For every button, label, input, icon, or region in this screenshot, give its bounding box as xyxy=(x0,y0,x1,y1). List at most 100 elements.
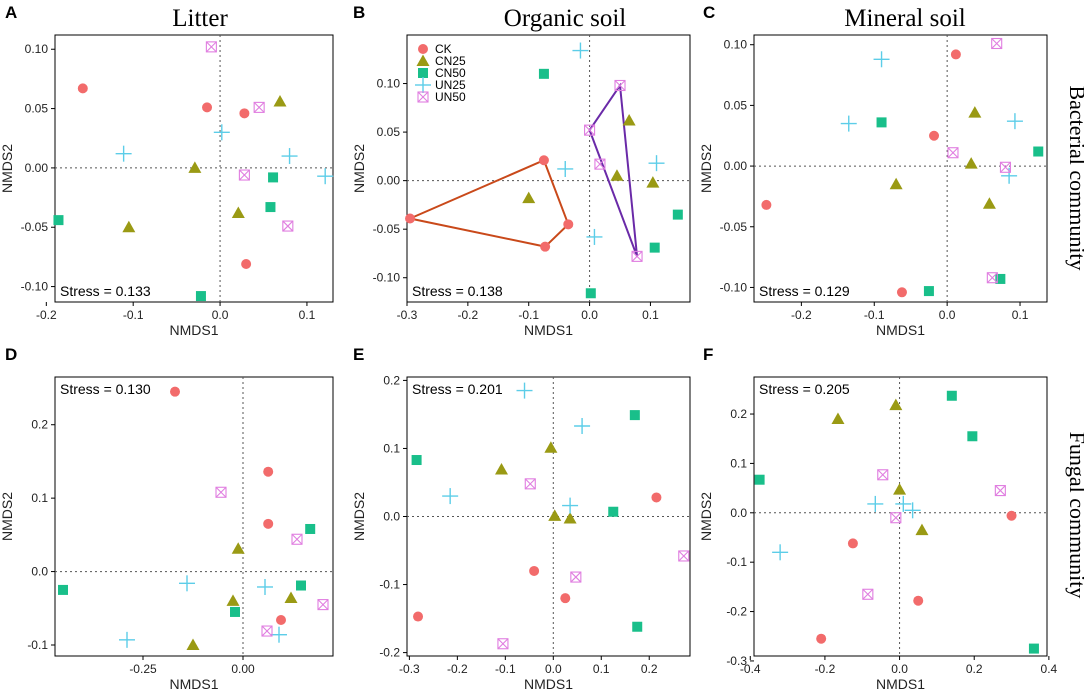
y-axis-label: NMDS2 xyxy=(351,144,367,193)
panel-d: D -0.25 0.00 -0.1 0.0 0.1 0.2 NMDS1 NMDS2 Stress … xyxy=(0,345,334,692)
point-cn25-shape xyxy=(494,463,508,475)
point-ck-shape xyxy=(413,611,424,622)
plot-frame xyxy=(54,376,334,657)
x-tick-label: 0.1 xyxy=(593,662,610,676)
point-ck xyxy=(540,241,551,252)
x-tick-label: -0.1 xyxy=(864,308,885,322)
point-un50 xyxy=(570,571,582,583)
point-ck-shape xyxy=(563,219,574,230)
y-tick-label: -0.1 xyxy=(379,578,400,592)
point-un25 xyxy=(867,495,884,512)
point-un25 xyxy=(119,631,135,648)
point-un50-box xyxy=(594,158,606,170)
point-un50-d2 xyxy=(594,158,606,170)
point-un50-d2 xyxy=(890,512,902,524)
hull-ck xyxy=(406,158,570,248)
point-cn25-shape xyxy=(915,523,929,536)
x-tick-label: -0.1 xyxy=(495,662,516,676)
point-cn25 xyxy=(982,197,996,209)
point-ck-shape xyxy=(1006,510,1017,521)
point-un50-d2 xyxy=(570,571,582,583)
stress-label: Stress = 0.138 xyxy=(412,283,503,299)
point-cn50-shape xyxy=(995,273,1006,284)
point-ck-shape xyxy=(913,595,924,606)
point-cn50-shape xyxy=(967,431,978,442)
point-ck-shape xyxy=(950,49,961,60)
point-ck-shape xyxy=(170,386,180,397)
y-axis-label: NMDS2 xyxy=(351,492,367,541)
y-tick-label: 0.2 xyxy=(31,418,48,432)
point-ck xyxy=(651,492,662,503)
point-un50 xyxy=(594,158,606,170)
point-un50 xyxy=(205,41,217,53)
point-cn25-shape xyxy=(226,594,240,606)
x-axis-label: NMDS1 xyxy=(524,676,573,692)
point-un50-d2 xyxy=(877,469,889,481)
point-un25 xyxy=(873,51,890,68)
point-un50-d2 xyxy=(1000,161,1011,173)
point-cn25-shape xyxy=(610,169,624,181)
point-cn50 xyxy=(1033,146,1044,157)
point-ck-shape xyxy=(560,593,571,604)
point-cn25 xyxy=(646,176,660,188)
x-tick-label: 0.00 xyxy=(231,662,255,676)
legend-marker-un50-box xyxy=(417,91,429,103)
point-un50-box xyxy=(614,79,626,92)
stress-label: Stress = 0.205 xyxy=(759,381,850,397)
plot-frame xyxy=(406,34,691,303)
point-ck-shape xyxy=(540,241,551,252)
point-un50-d2 xyxy=(253,101,265,113)
point-cn50 xyxy=(754,474,765,485)
y-tick-label: 0.05 xyxy=(25,102,49,116)
point-ck-shape xyxy=(77,83,88,94)
point-un50-box xyxy=(986,272,998,284)
point-un25 xyxy=(904,502,921,519)
y-tick-label: 0.00 xyxy=(377,174,401,188)
x-tick-label: 0.4 xyxy=(1041,662,1058,676)
y-tick-label: 0.1 xyxy=(730,456,747,470)
x-tick-label: 0.2 xyxy=(966,662,983,676)
point-cn25 xyxy=(968,106,982,118)
y-axis-label: NMDS2 xyxy=(0,144,15,193)
point-cn25-shape xyxy=(563,512,577,524)
point-un25 xyxy=(281,148,298,165)
point-ck xyxy=(529,565,540,576)
x-tick-label: 0.1 xyxy=(642,308,659,322)
point-cn25 xyxy=(273,94,287,107)
point-un50-box xyxy=(570,571,582,583)
point-cn25 xyxy=(226,594,240,606)
point-un50-box xyxy=(524,478,536,490)
point-cn50-shape xyxy=(672,209,683,220)
plot-frame xyxy=(54,34,334,303)
point-un50-box xyxy=(631,250,643,262)
x-tick-label: -0.3 xyxy=(399,662,420,676)
y-tick-label: 0.0 xyxy=(730,506,747,520)
point-un25 xyxy=(442,488,459,505)
y-tick-label: 0.1 xyxy=(31,491,48,505)
point-ck xyxy=(761,199,772,210)
y-tick-label: -0.05 xyxy=(720,220,748,234)
point-cn25-shape xyxy=(982,197,996,209)
point-un50-d2 xyxy=(282,220,294,232)
point-un50-d2 xyxy=(584,124,595,136)
y-tick-label: -0.10 xyxy=(720,280,748,294)
point-cn25 xyxy=(889,398,903,411)
point-cn50-shape xyxy=(632,621,643,632)
point-un50-d2 xyxy=(261,625,273,637)
point-cn25 xyxy=(548,509,562,521)
panel-letter-a: A xyxy=(5,3,17,22)
point-ck xyxy=(241,259,252,270)
legend-marker-ck xyxy=(418,44,428,54)
point-un50 xyxy=(524,478,536,490)
point-cn25 xyxy=(915,523,929,536)
column-title-organic-soil: Organic soil xyxy=(504,5,626,32)
panel-letter-d: D xyxy=(5,345,17,364)
y-tick-label: -0.05 xyxy=(21,220,49,234)
point-ck-shape xyxy=(538,155,549,166)
point-cn50 xyxy=(538,68,549,79)
panel-grid: A -0.2 -0.1 0.0 0.1 -0.10 -0.05 0.00 0.05 0.10 NMD… xyxy=(0,3,1058,692)
point-ck-shape xyxy=(529,565,540,576)
point-cn50 xyxy=(195,291,206,302)
legend-marker-cn25 xyxy=(416,54,430,66)
point-un50-d2 xyxy=(238,169,250,181)
